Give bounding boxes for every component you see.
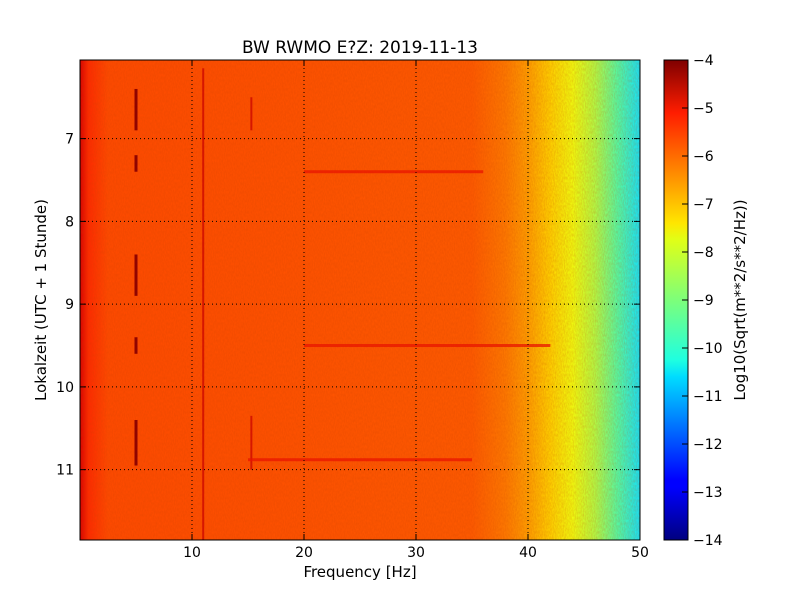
- spectral-features: [134, 68, 551, 540]
- colorbar-tick-label: −6: [693, 149, 714, 165]
- colorbar-tick-label: −13: [693, 485, 723, 501]
- colorbar-ticks: −4 −5 −6 −7 −8 −9 −10 −11 −12 −13 −14: [682, 53, 723, 549]
- chart-title: BW RWMO E?Z: 2019-11-13: [242, 38, 478, 58]
- y-tick-label: 7: [65, 132, 74, 148]
- x-axis: 10 20 30 40 50: [183, 60, 649, 561]
- feature-band-8: [304, 344, 551, 348]
- feature-line-7: [250, 415, 253, 470]
- colorbar-gradient: [663, 59, 689, 541]
- feature-band-10: [304, 170, 484, 174]
- feature-line-3: [134, 337, 138, 354]
- colorbar-label: Log10(Sqrt(m**2/s**2/Hz)): [731, 199, 749, 400]
- colorbar-tick-label: −14: [693, 533, 723, 549]
- y-tick-label: 10: [56, 380, 74, 396]
- feature-line-2: [134, 254, 138, 296]
- colorbar-tick-label: −5: [693, 101, 714, 117]
- colorbar-tick-label: −11: [693, 389, 723, 405]
- feature-band-9: [248, 458, 472, 462]
- x-tick-label: 30: [407, 545, 425, 561]
- plot-frame: [79, 59, 641, 541]
- colorbar: −4 −5 −6 −7 −8 −9 −10 −11 −12 −13 −14 Log10(Sqrt(m…: [663, 53, 749, 549]
- x-tick-label: 50: [631, 545, 649, 561]
- y-axis: 7 8 9 10 11: [56, 132, 640, 479]
- y-tick-label: 11: [56, 463, 74, 479]
- grid-lines: [80, 60, 640, 540]
- colorbar-tick-label: −10: [693, 341, 723, 357]
- x-tick-label: 40: [519, 545, 537, 561]
- x-tick-label: 20: [295, 545, 313, 561]
- colorbar-tick-label: −12: [693, 437, 723, 453]
- plot-area: [80, 60, 640, 540]
- x-axis-label: Frequency [Hz]: [303, 563, 416, 581]
- y-tick-label: 8: [65, 214, 74, 230]
- feature-line-0: [134, 88, 138, 131]
- feature-line-1: [134, 155, 138, 172]
- y-axis-label: Lokalzeit (UTC + 1 Stunde): [32, 199, 50, 401]
- feature-line-5: [202, 68, 205, 540]
- y-tick-label: 9: [65, 297, 74, 313]
- feature-line-6: [250, 97, 253, 131]
- x-tick-label: 10: [183, 545, 201, 561]
- colorbar-tick-label: −8: [693, 245, 714, 261]
- colorbar-tick-label: −7: [693, 197, 714, 213]
- spectrogram-noise: [80, 60, 640, 540]
- colorbar-tick-label: −4: [693, 53, 714, 69]
- feature-line-4: [134, 420, 138, 466]
- colorbar-tick-label: −9: [693, 293, 714, 309]
